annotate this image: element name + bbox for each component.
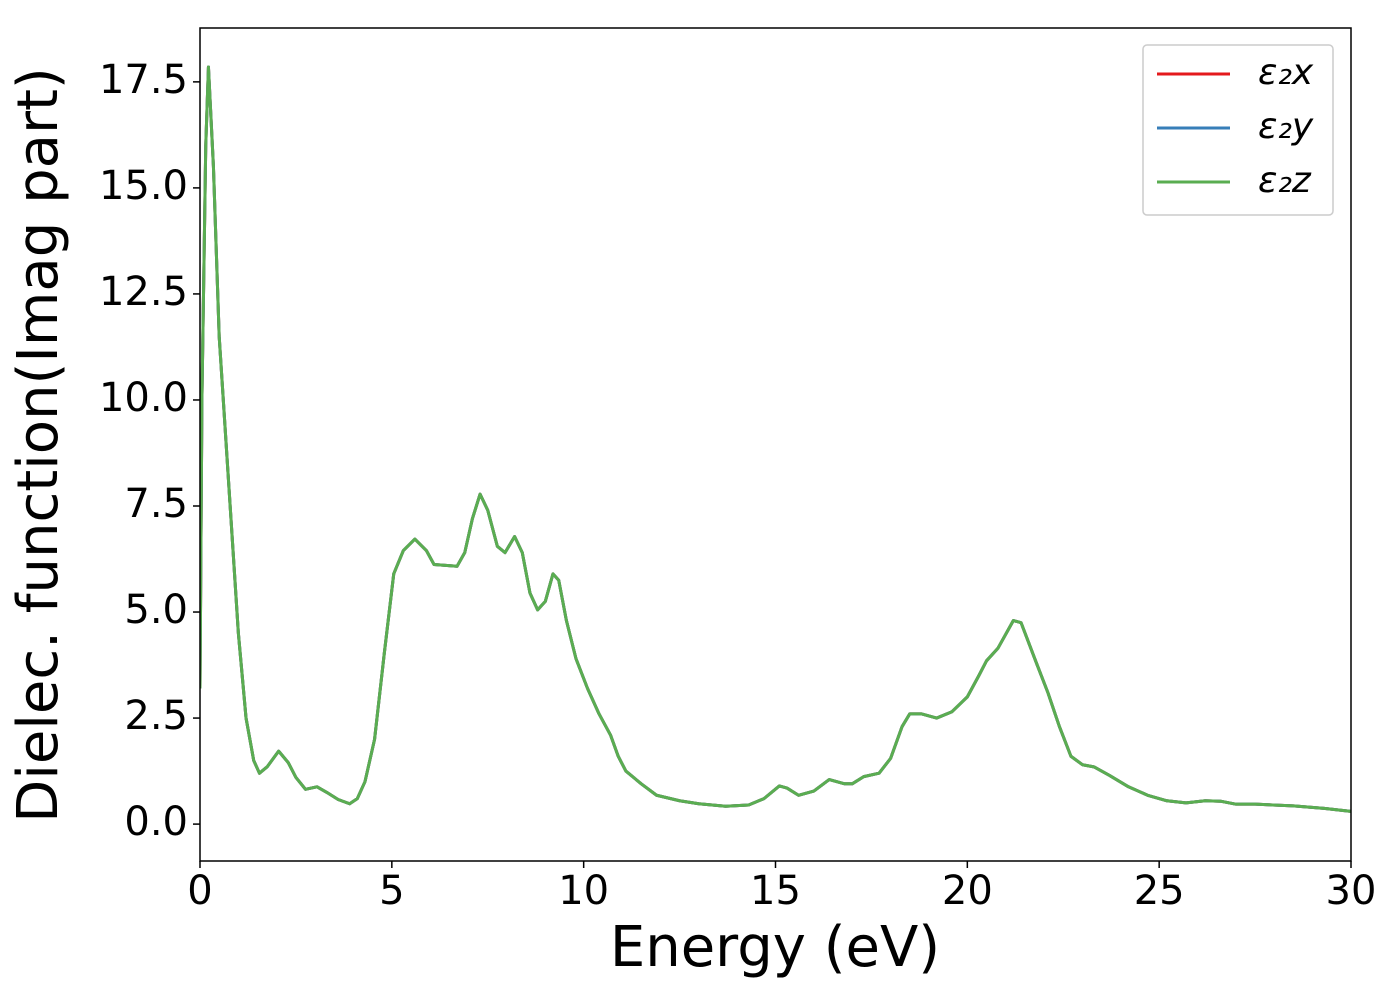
x-tick-label: 15 [750, 868, 801, 914]
plot-frame [199, 27, 1352, 862]
x-tick-label: 0 [187, 868, 212, 914]
y-tick-label: 0.0 [124, 799, 188, 845]
legend-label: ε₂y [1258, 106, 1314, 147]
series-line [200, 65, 1351, 813]
y-tick-label: 2.5 [124, 693, 188, 739]
x-tick-label: 30 [1326, 868, 1377, 914]
legend-label: ε₂x [1258, 52, 1314, 93]
x-tick-label: 20 [942, 868, 993, 914]
y-tick-label: 17.5 [99, 57, 188, 103]
y-tick-label: 12.5 [99, 269, 188, 315]
legend-label: ε₂z [1258, 160, 1312, 201]
x-tick-label: 10 [558, 868, 609, 914]
y-tick-label: 5.0 [124, 587, 188, 633]
y-tick-label: 7.5 [124, 481, 188, 527]
x-tick-label: 25 [1134, 868, 1185, 914]
y-axis-label: Dielec. function(Imag part) [6, 67, 71, 823]
x-tick-label: 5 [379, 868, 404, 914]
x-axis-label: Energy (eV) [610, 915, 940, 980]
y-tick-label: 10.0 [99, 375, 188, 421]
legend-box [1142, 44, 1334, 216]
y-tick-label: 15.0 [99, 163, 188, 209]
